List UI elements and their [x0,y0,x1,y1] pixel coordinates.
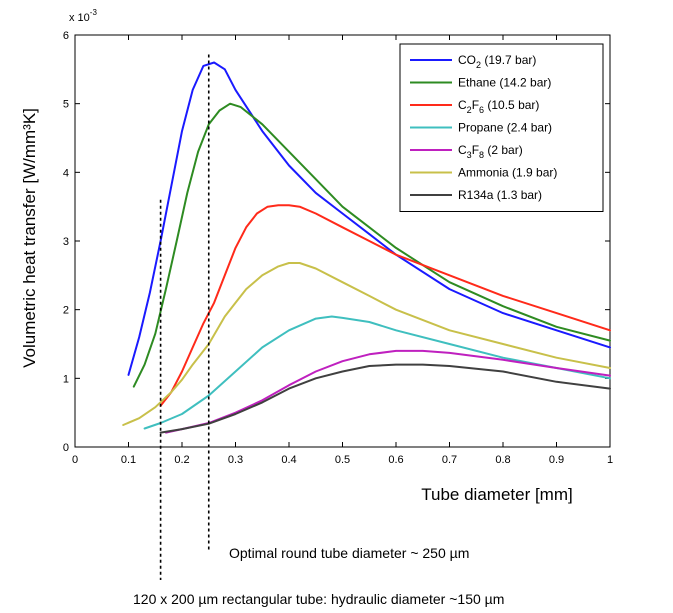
rectangular-tube-annotation: 120 x 200 µm rectangular tube: hydraulic… [133,591,504,607]
x-tick-label: 0.9 [549,454,564,466]
x-axis-title: Tube diameter [mm] [421,485,572,504]
x-tick-label: 0.4 [281,454,296,466]
optimal-round-tube-annotation: Optimal round tube diameter ~ 250 µm [229,545,469,561]
y-tick-label: 6 [63,30,69,42]
series-line [159,204,611,407]
legend-entry: C3F8 (2 bar) [458,143,523,160]
legend-entry: C2F6 (10.5 bar) [458,98,539,115]
y-tick-label: 4 [63,167,69,179]
x-tick-label: 0.3 [228,454,243,466]
y-tick-label: 1 [63,373,69,385]
chart-marks: 0 0.1 0.2 0.3 0.4 0.5 0.6 0.7 0.8 0.9 1 0 1 2 3 4 5 6x 10… [20,8,613,607]
x-tick-label: 0.8 [495,454,510,466]
x-tick-label: 0.2 [174,454,189,466]
y-tick-label: 0 [63,442,69,454]
x-tick-label: 0.7 [442,454,457,466]
y-axis-title: Volumetric heat transfer [W/mm³K] [20,108,39,368]
legend-entry: CO2 (19.7 bar) [458,53,536,70]
y-tick-label: 2 [63,305,69,317]
x-tick-label: 0.6 [388,454,403,466]
legend-entry: R134a (1.3 bar) [458,188,542,202]
legend-entry: Ethane (14.2 bar) [458,76,551,90]
y-axis-exponent-label: x 10-3 [69,8,97,24]
series-line [132,102,611,388]
legend-entry: Propane (2.4 bar) [458,121,552,135]
series-line [143,315,611,430]
y-tick-label: 3 [63,236,69,248]
series-line [122,262,611,426]
series-line [159,363,611,434]
y-tick-label: 5 [63,99,69,111]
x-tick-label: 0.1 [121,454,136,466]
x-tick-label: 1 [607,454,613,466]
series-line [127,61,611,376]
x-tick-label: 0 [72,454,78,466]
legend-entry: Ammonia (1.9 bar) [458,166,557,180]
x-tick-label: 0.5 [335,454,350,466]
